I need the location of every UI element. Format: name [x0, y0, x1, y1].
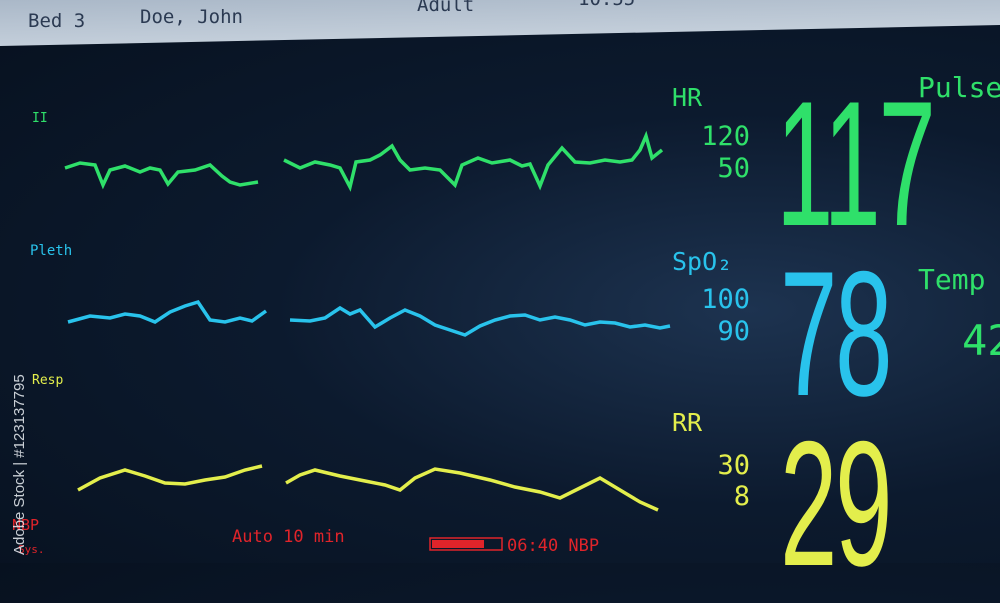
rr-high-limit: 30: [717, 450, 750, 481]
nbp-sub-label: Sys.: [18, 543, 45, 556]
spo2-high-limit: 100: [701, 284, 750, 315]
spo2-label: SpO₂: [672, 247, 733, 276]
pulse-label: Pulse: [918, 71, 1000, 104]
pleth-label: Pleth: [30, 243, 73, 259]
ecg-wave: [64, 161, 259, 190]
nbp-label: NBP: [12, 516, 40, 534]
patient-category: Adult: [417, 0, 475, 16]
nbp-mode: Auto 10 min: [232, 527, 345, 547]
temp-label: Temp: [918, 263, 986, 296]
waveforms: [64, 130, 671, 551]
rr-low-limit: 8: [733, 481, 750, 512]
clock: 10:55: [578, 0, 635, 9]
temp-value: 42: [962, 316, 1000, 365]
nbp-progress-frame: [429, 537, 503, 551]
patient-name: Doe, John: [140, 6, 243, 28]
resp-wave: [285, 467, 659, 512]
nbp-timer: 06:40 NBP: [507, 536, 600, 556]
hr-label: HR: [672, 83, 703, 112]
watermark: Adobe Stock | #123137795: [11, 374, 28, 555]
ecg-label: II: [32, 111, 48, 126]
hr-low-limit: 50: [717, 153, 750, 184]
spo2-value: 78: [780, 234, 893, 433]
ecg-wave: [283, 130, 664, 192]
spo2-low-limit: 90: [717, 316, 750, 347]
bed-label: Bed 3: [28, 10, 86, 32]
pleth-wave: [67, 299, 268, 324]
hr-high-limit: 120: [701, 121, 750, 152]
resp-wave: [77, 464, 263, 492]
pleth-wave: [289, 305, 671, 337]
rr-value: 29: [780, 404, 893, 603]
resp-label: Resp: [32, 373, 64, 388]
nbp-progress-fill: [432, 540, 484, 548]
rr-label: RR: [672, 408, 703, 437]
hr-value: 117: [776, 64, 936, 263]
